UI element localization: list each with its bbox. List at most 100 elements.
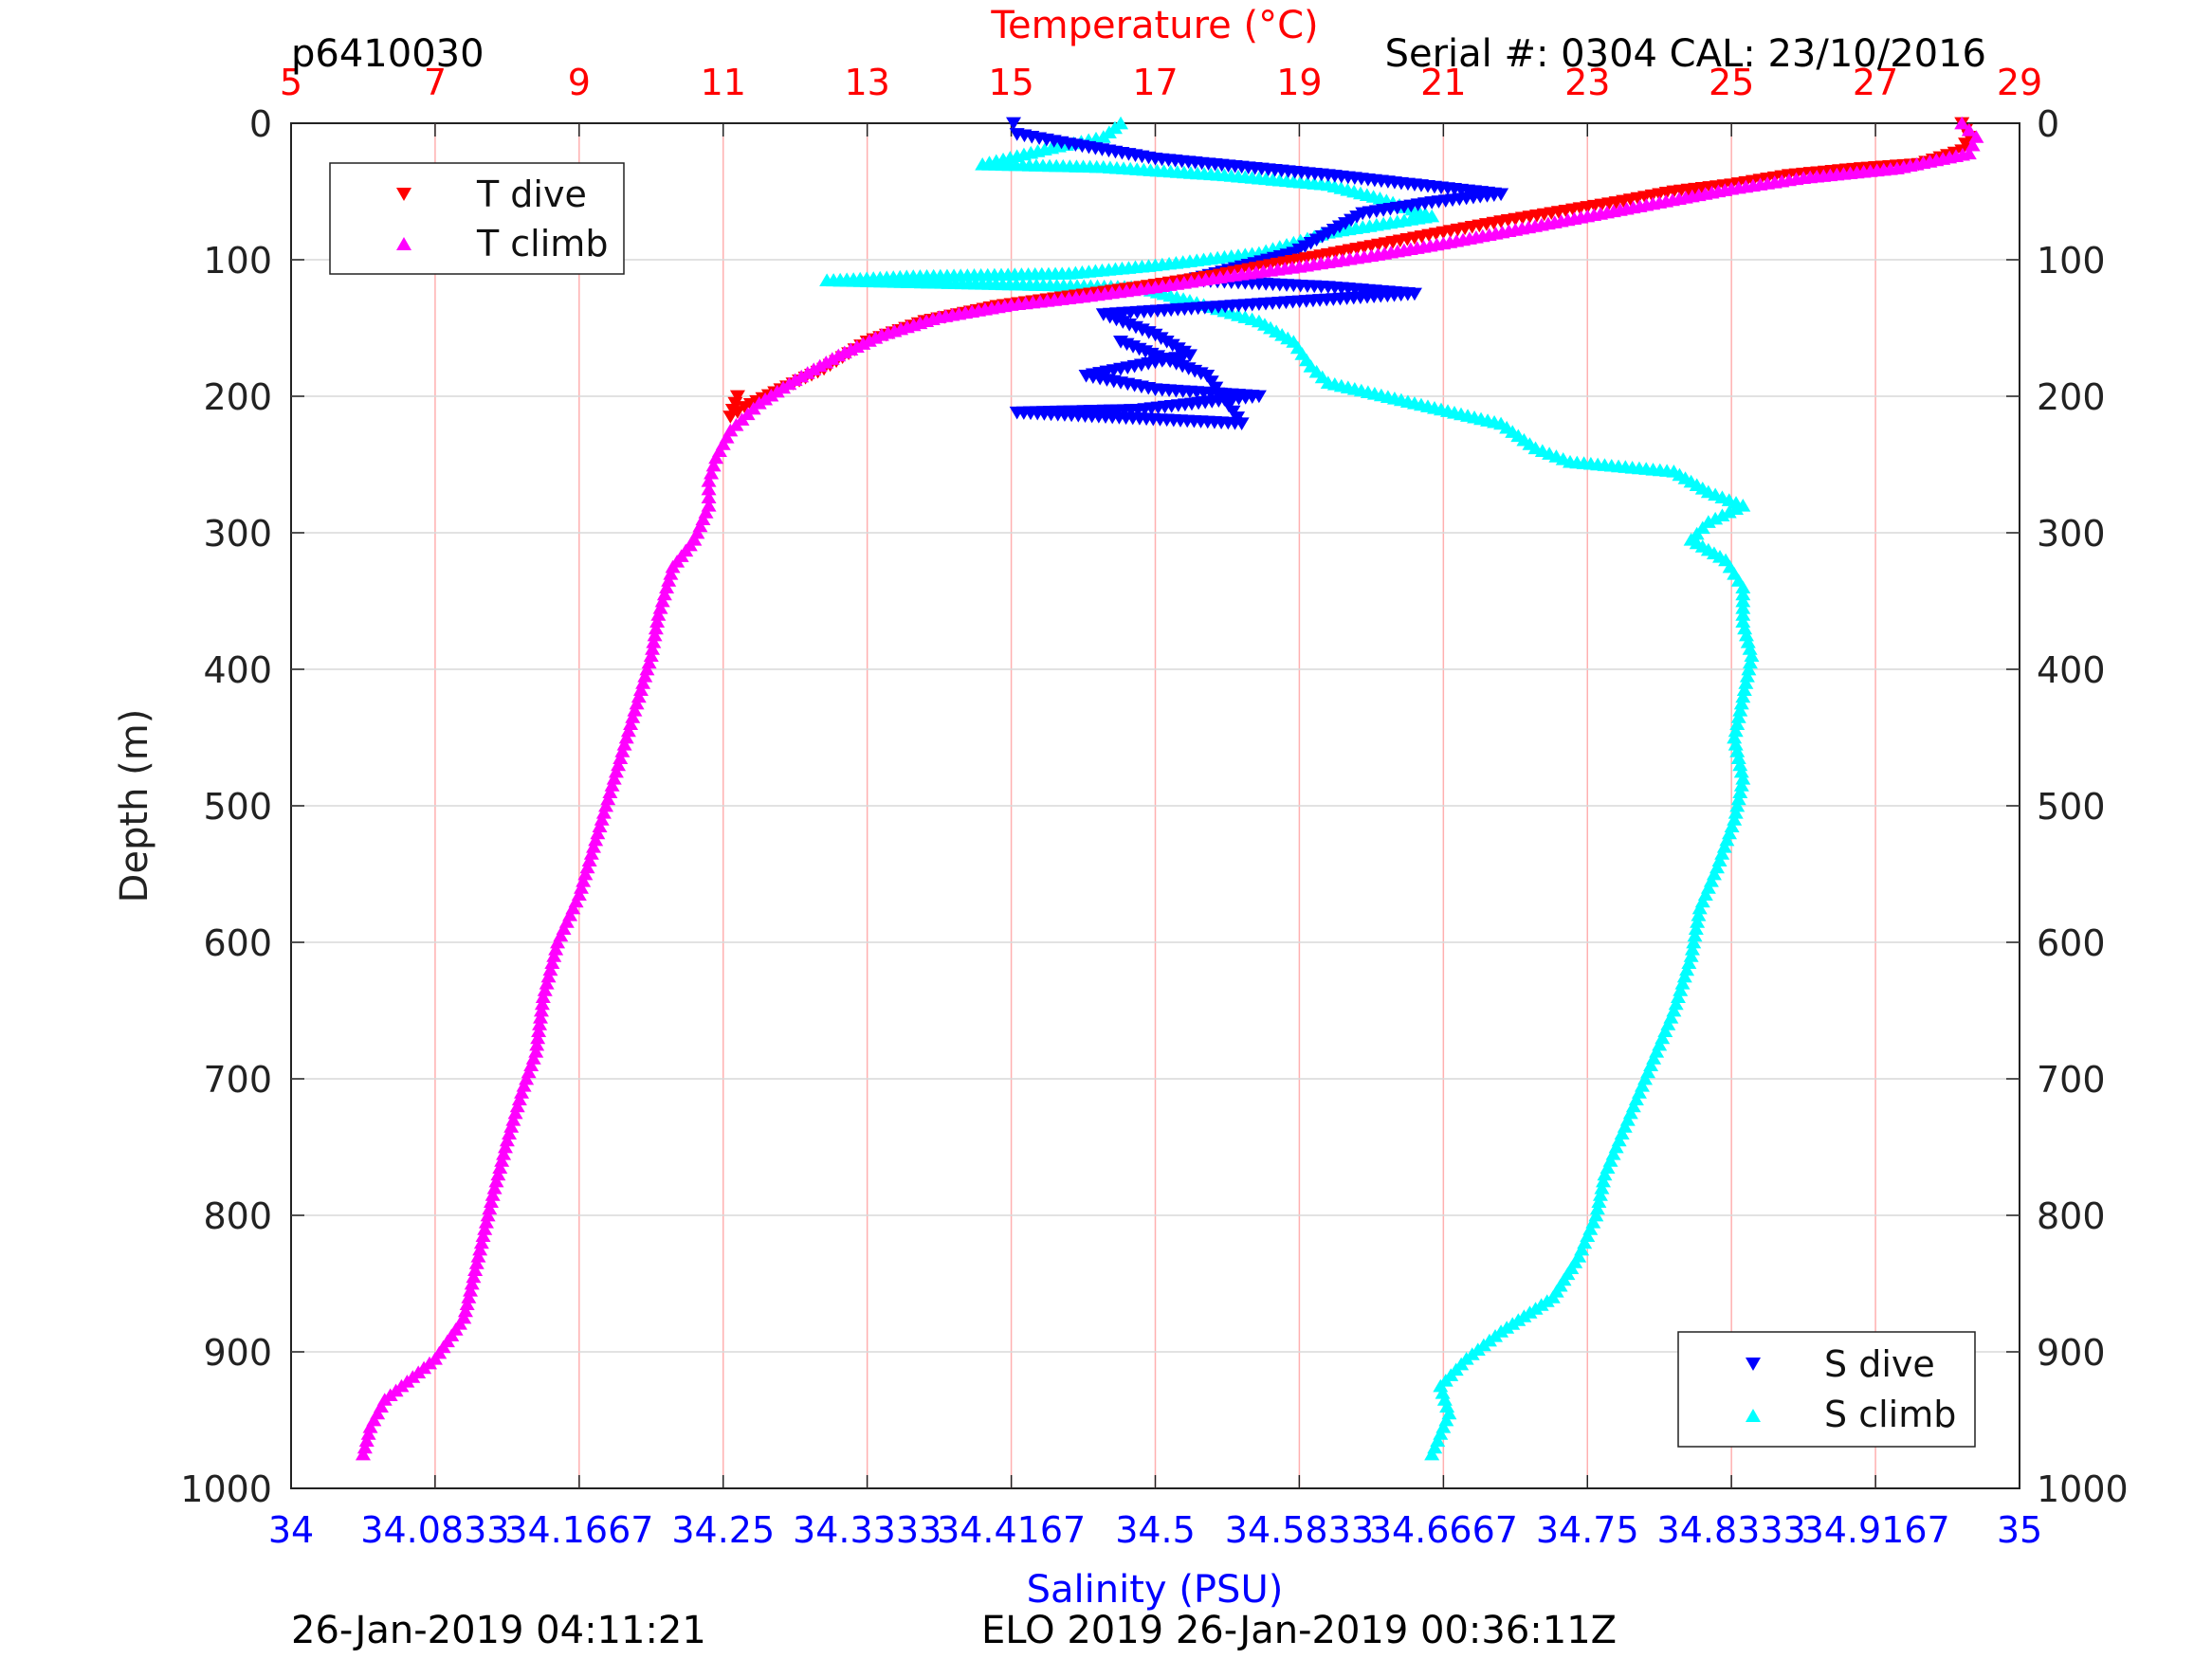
t-climb-marker — [705, 458, 722, 472]
t-climb-marker — [472, 1242, 488, 1256]
legend-temperature: T dive T climb — [329, 162, 625, 275]
t-climb-marker — [708, 450, 724, 465]
s-climb-marker — [1740, 635, 1756, 648]
top-tick-label: 17 — [1132, 62, 1178, 103]
t-climb-marker — [468, 1256, 484, 1269]
legend-t-climb-label: T climb — [476, 223, 608, 264]
right-tick-label: 100 — [2037, 240, 2106, 282]
right-tick-label: 600 — [2037, 922, 2106, 964]
t-climb-marker — [362, 1420, 378, 1433]
t-climb-marker — [475, 1229, 491, 1242]
t-climb-marker — [473, 1235, 489, 1249]
legend-t-dive-marker — [396, 188, 411, 201]
t-climb-marker — [616, 738, 632, 751]
left-tick-label: 600 — [203, 922, 272, 964]
t-climb-marker — [649, 614, 666, 628]
right-tick-label: 300 — [2037, 513, 2106, 555]
t-climb-marker — [540, 969, 557, 983]
bottom-tick-label: 34.6667 — [1369, 1509, 1518, 1551]
t-climb-marker — [602, 785, 618, 798]
top-tick-label: 13 — [844, 62, 889, 103]
t-climb-marker — [637, 669, 653, 683]
t-climb-marker — [586, 840, 602, 853]
s-climb-marker — [1591, 1194, 1607, 1208]
t-climb-marker — [1961, 123, 1977, 137]
t-climb-marker — [701, 482, 717, 496]
s-climb-marker — [1738, 676, 1754, 689]
t-climb-marker — [647, 628, 663, 642]
s-climb-marker — [1730, 792, 1746, 806]
footer-left-timestamp: 26-Jan-2019 04:11:21 — [291, 1609, 706, 1652]
t-climb-marker — [483, 1194, 499, 1208]
t-climb-marker — [639, 662, 655, 676]
s-climb-marker — [1729, 798, 1746, 812]
t-climb-marker — [661, 574, 677, 587]
t-climb-marker — [358, 1433, 375, 1447]
t-climb-marker — [604, 778, 620, 792]
s-climb-marker — [1735, 689, 1751, 703]
s-climb-marker — [1736, 683, 1752, 696]
t-climb-marker — [659, 580, 675, 593]
legend-s-climb-marker — [1746, 1409, 1761, 1422]
s-dive-marker — [1314, 230, 1330, 244]
legend-s-climb-label: S climb — [1824, 1394, 1956, 1435]
s-dive-marker — [1344, 213, 1360, 228]
s-climb-marker — [1687, 928, 1703, 942]
s-climb-marker — [1733, 764, 1749, 778]
t-climb-marker — [457, 1304, 473, 1318]
s-climb-marker — [1741, 662, 1757, 676]
s-climb-marker — [1728, 723, 1744, 738]
t-climb-marker — [529, 1037, 545, 1051]
s-climb-marker — [1691, 901, 1708, 915]
legend-s-dive-label: S dive — [1824, 1343, 1935, 1385]
t-climb-marker — [530, 1030, 546, 1045]
t-climb-marker — [505, 1113, 521, 1126]
t-climb-marker — [503, 1120, 520, 1133]
footer-right-timestamp: ELO 2019 26-Jan-2019 00:36:11Z — [981, 1609, 1617, 1652]
t-climb-marker — [612, 751, 629, 764]
t-climb-marker — [360, 1427, 376, 1440]
t-climb-marker — [550, 935, 566, 949]
s-climb-marker — [1735, 608, 1751, 621]
t-climb-marker — [606, 772, 622, 785]
s-climb-marker — [1730, 751, 1746, 764]
t-climb-marker — [484, 1188, 501, 1201]
s-climb-marker — [1742, 655, 1758, 669]
bottom-tick-label: 34 — [268, 1509, 314, 1551]
t-climb-marker — [592, 819, 608, 832]
t-dive-marker — [729, 390, 745, 404]
t-climb-marker — [497, 1139, 513, 1154]
s-climb-marker — [1738, 628, 1754, 642]
top-tick-label: 19 — [1276, 62, 1322, 103]
s-climb-marker — [1732, 703, 1748, 717]
t-climb-marker — [494, 1154, 510, 1167]
bottom-tick-label: 34.4167 — [937, 1509, 1086, 1551]
t-climb-marker — [463, 1284, 479, 1297]
bottom-tick-label: 34.1667 — [504, 1509, 653, 1551]
s-climb-marker — [1589, 1201, 1605, 1215]
s-climb-marker — [1735, 580, 1751, 593]
right-tick-label: 900 — [2037, 1332, 2106, 1374]
s-climb-marker — [1742, 642, 1758, 655]
t-climb-marker — [467, 1263, 484, 1276]
s-dive-marker — [1303, 236, 1319, 250]
s-climb-marker — [1730, 710, 1746, 723]
t-climb-marker — [533, 1011, 549, 1024]
t-climb-marker — [507, 1105, 523, 1120]
bottom-tick-label: 34.25 — [671, 1509, 775, 1551]
t-climb-marker — [600, 792, 616, 806]
bottom-tick-label: 34.3333 — [793, 1509, 941, 1551]
header-right-label: Serial #: 0304 CAL: 23/10/2016 — [1385, 32, 1986, 76]
left-tick-label: 400 — [203, 649, 272, 691]
s-climb-marker — [1424, 1447, 1440, 1461]
t-climb-marker — [470, 1249, 486, 1263]
top-tick-label: 25 — [1709, 62, 1754, 103]
t-climb-marker — [511, 1092, 527, 1105]
t-climb-marker — [581, 853, 597, 866]
t-climb-marker — [531, 1024, 547, 1037]
s-climb-marker — [1739, 669, 1755, 683]
t-climb-marker — [665, 559, 681, 574]
t-climb-marker — [620, 723, 636, 738]
top-tick-label: 15 — [988, 62, 1033, 103]
s-dive-marker — [1325, 224, 1342, 237]
